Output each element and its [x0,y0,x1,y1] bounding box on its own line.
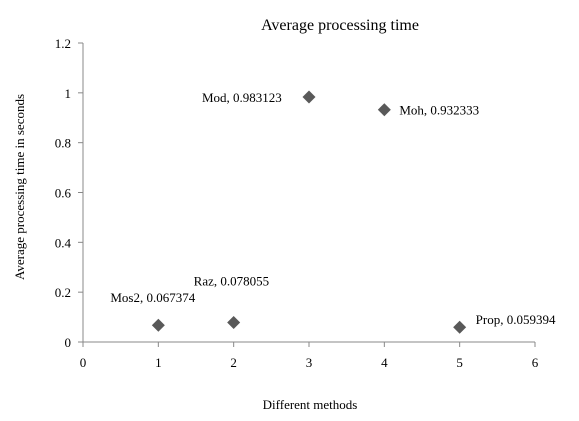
data-point-label: Raz, 0.078055 [194,274,269,289]
chart-title: Average processing time [261,17,419,34]
data-point-label: Mos2, 0.067374 [110,290,195,305]
x-tick-label: 5 [456,355,463,370]
x-tick-label: 3 [306,355,313,370]
x-tick-label: 0 [80,355,87,370]
x-tick-label: 1 [155,355,162,370]
y-tick-label: 0.4 [55,235,72,250]
y-axis-label: Average processing time in seconds [12,94,27,280]
x-axis-ticks: 0 1 2 3 4 5 6 [80,342,539,370]
x-tick-label: 6 [532,355,539,370]
y-tick-label: 0 [65,335,72,350]
data-point-label: Prop, 0.059394 [476,312,556,327]
data-point-marker [227,316,241,330]
data-point-marker [302,90,316,104]
data-point-label: Moh, 0.932333 [399,103,479,118]
y-axis-ticks: 0 0.2 0.4 0.6 0.8 1 1.2 [55,36,83,350]
data-point-label: Mod, 0.983123 [202,90,282,105]
x-tick-label: 2 [230,355,237,370]
y-tick-label: 0.6 [55,186,72,201]
data-point-marker [151,318,165,332]
x-axis-label: Different methods [263,397,358,412]
y-tick-label: 0.8 [55,136,71,151]
y-tick-label: 1 [65,86,72,101]
data-point-marker [377,103,391,117]
x-tick-label: 4 [381,355,388,370]
data-point-marker [453,320,467,334]
y-tick-label: 0.2 [55,285,71,300]
data-points [151,90,467,334]
y-tick-label: 1.2 [55,36,71,51]
